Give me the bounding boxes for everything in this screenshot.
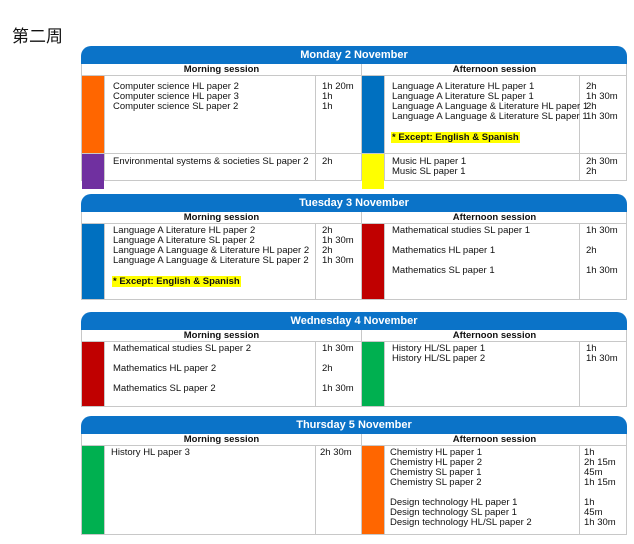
subject-color-block xyxy=(362,342,384,406)
exam-paper-name: Music HL paper 1 xyxy=(392,156,467,167)
exam-duration: 1h xyxy=(322,91,333,102)
exam-duration: 2h xyxy=(322,156,333,167)
exam-duration: 1h 30m xyxy=(322,255,354,266)
exam-duration: 1h xyxy=(584,497,595,508)
exam-duration: 1h xyxy=(322,101,333,112)
afternoon-session-heading: Afternoon session xyxy=(452,64,537,75)
exam-duration: 1h 30m xyxy=(322,383,354,394)
exam-duration: 2h xyxy=(586,81,597,92)
exam-paper-name: History HL/SL paper 1 xyxy=(392,343,486,354)
exam-duration: 1h 30m xyxy=(586,225,618,236)
exam-paper-name: Environmental systems & societies SL pap… xyxy=(113,156,309,167)
afternoon-session-heading: Afternoon session xyxy=(452,212,537,223)
afternoon-session-heading: Afternoon session xyxy=(452,330,537,341)
exam-paper-name: Design technology SL paper 1 xyxy=(390,507,517,518)
exam-paper-name: Language A Literature SL paper 2 xyxy=(113,235,255,246)
exam-paper-name: History HL paper 3 xyxy=(111,447,190,458)
exam-paper-name: Language A Language & Literature SL pape… xyxy=(392,111,588,122)
exam-paper-name: Mathematical studies SL paper 2 xyxy=(113,343,252,354)
exam-duration: 1h xyxy=(586,343,597,354)
subject-color-block xyxy=(362,76,384,153)
exam-duration: 1h xyxy=(584,447,595,458)
exam-duration: 2h xyxy=(586,101,597,112)
exam-paper-name: Mathematics HL paper 1 xyxy=(392,245,496,256)
exam-duration: 1h 30m xyxy=(586,353,618,364)
day-header: Tuesday 3 November xyxy=(81,194,627,212)
exam-paper-name: Language A Literature HL paper 2 xyxy=(113,225,256,236)
exam-paper-name: Language A Literature SL paper 1 xyxy=(392,91,534,102)
morning-session-heading: Morning session xyxy=(183,330,260,341)
exam-duration: 1h 30m xyxy=(584,517,616,528)
exam-paper-name: Language A Language & Literature HL pape… xyxy=(392,101,589,112)
day-card-wednesday: Wednesday 4 November Morning session Aft… xyxy=(81,312,627,407)
exam-paper-name: Chemistry HL paper 2 xyxy=(390,457,483,468)
subject-color-block xyxy=(82,154,104,189)
exam-duration: 1h 20m xyxy=(322,81,354,92)
exam-duration: 45m xyxy=(584,507,603,518)
day-header: Thursday 5 November xyxy=(81,416,627,434)
exam-paper-name: Mathematics SL paper 2 xyxy=(113,383,216,394)
subject-color-block xyxy=(82,342,104,406)
exam-duration: 2h 15m xyxy=(584,457,616,468)
exam-paper-name: Chemistry SL paper 1 xyxy=(390,467,482,478)
morning-session-heading: Morning session xyxy=(183,434,260,445)
subject-color-block xyxy=(82,76,104,153)
exam-paper-name: History HL/SL paper 2 xyxy=(392,353,486,364)
exam-duration: 2h xyxy=(322,245,333,256)
exception-note: * Except: English & Spanish xyxy=(391,132,520,143)
exam-paper-name: Chemistry HL paper 1 xyxy=(390,447,483,458)
exam-paper-name: Design technology HL/SL paper 2 xyxy=(390,517,532,528)
subject-color-block xyxy=(82,446,104,534)
afternoon-session-heading: Afternoon session xyxy=(452,434,537,445)
day-header: Monday 2 November xyxy=(81,46,627,64)
subject-color-block xyxy=(82,224,104,299)
exception-note: * Except: English & Spanish xyxy=(112,276,241,287)
exam-duration: 1h 30m xyxy=(322,235,354,246)
day-card-monday: Monday 2 November Morning session Aftern… xyxy=(81,46,627,189)
exam-paper-name: Mathematics HL paper 2 xyxy=(113,363,217,374)
exam-duration: 1h 15m xyxy=(584,477,616,488)
subject-color-block xyxy=(362,446,384,534)
exam-paper-name: Language A Literature HL paper 1 xyxy=(392,81,535,92)
exam-duration: 1h 30m xyxy=(586,265,618,276)
exam-paper-name: Chemistry SL paper 2 xyxy=(390,477,482,488)
morning-session-heading: Morning session xyxy=(183,212,260,223)
exam-duration: 45m xyxy=(584,467,603,478)
exam-duration: 1h 30m xyxy=(586,91,618,102)
subject-color-block xyxy=(362,224,384,299)
exam-paper-name: Computer science HL paper 3 xyxy=(113,91,239,102)
exam-duration: 1h 30m xyxy=(322,343,354,354)
subject-color-block xyxy=(362,154,384,189)
exam-duration: 2h 30m xyxy=(586,156,618,167)
exam-paper-name: Computer science HL paper 2 xyxy=(113,81,239,92)
exam-paper-name: Language A Language & Literature HL pape… xyxy=(113,245,310,256)
week-title: 第二周 xyxy=(12,27,63,47)
exam-duration: 2h xyxy=(322,225,333,236)
day-card-thursday: Thursday 5 November Morning session Afte… xyxy=(81,416,627,535)
day-card-tuesday: Tuesday 3 November Morning session After… xyxy=(81,194,627,300)
exam-duration: 2h xyxy=(586,166,597,177)
exam-duration: 2h xyxy=(586,245,597,256)
day-header: Wednesday 4 November xyxy=(81,312,627,330)
morning-session-heading: Morning session xyxy=(183,64,260,75)
exam-paper-name: Mathematical studies SL paper 1 xyxy=(392,225,531,236)
exam-paper-name: Music SL paper 1 xyxy=(392,166,466,177)
exam-paper-name: Computer science SL paper 2 xyxy=(113,101,239,112)
exam-paper-name: Language A Language & Literature SL pape… xyxy=(113,255,309,266)
exam-paper-name: Mathematics SL paper 1 xyxy=(392,265,495,276)
exam-paper-name: Design technology HL paper 1 xyxy=(390,497,518,508)
exam-duration: 2h 30m xyxy=(320,447,352,458)
exam-duration: 2h xyxy=(322,363,333,374)
exam-duration: 1h 30m xyxy=(586,111,618,122)
